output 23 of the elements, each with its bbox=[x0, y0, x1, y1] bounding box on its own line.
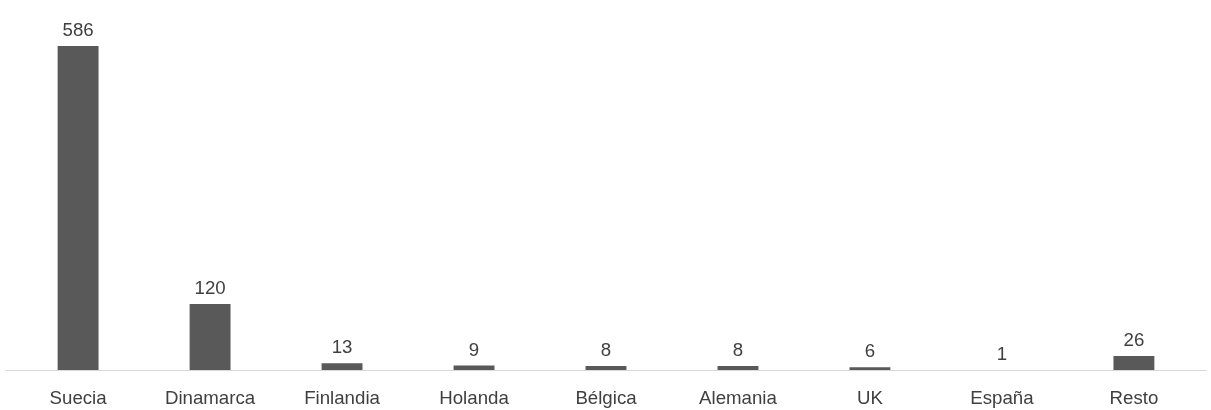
data-label: 1 bbox=[996, 342, 1008, 364]
bar bbox=[1113, 356, 1155, 371]
bar bbox=[321, 363, 363, 371]
x-tick-label: Alemania bbox=[699, 386, 778, 408]
data-label: 8 bbox=[732, 339, 744, 361]
x-tick-label: Resto bbox=[1109, 386, 1159, 408]
x-tick-label: Dinamarca bbox=[164, 386, 256, 408]
x-tick-label: España bbox=[970, 386, 1035, 408]
data-label: 6 bbox=[864, 340, 876, 362]
data-label: 13 bbox=[331, 336, 353, 358]
bar bbox=[57, 45, 99, 371]
x-tick-label: Holanda bbox=[439, 386, 510, 408]
x-tick-label: Finlandia bbox=[304, 386, 381, 408]
x-tick-label: UK bbox=[857, 386, 884, 408]
x-tick-label: Suecia bbox=[49, 386, 108, 408]
data-label: 120 bbox=[194, 277, 226, 299]
bar bbox=[849, 367, 891, 371]
data-label: 8 bbox=[600, 339, 612, 361]
data-label: 26 bbox=[1123, 329, 1145, 351]
data-label: 9 bbox=[468, 338, 480, 360]
data-label: 586 bbox=[62, 18, 94, 40]
x-tick-label: Bélgica bbox=[575, 386, 638, 408]
bar bbox=[189, 304, 231, 371]
